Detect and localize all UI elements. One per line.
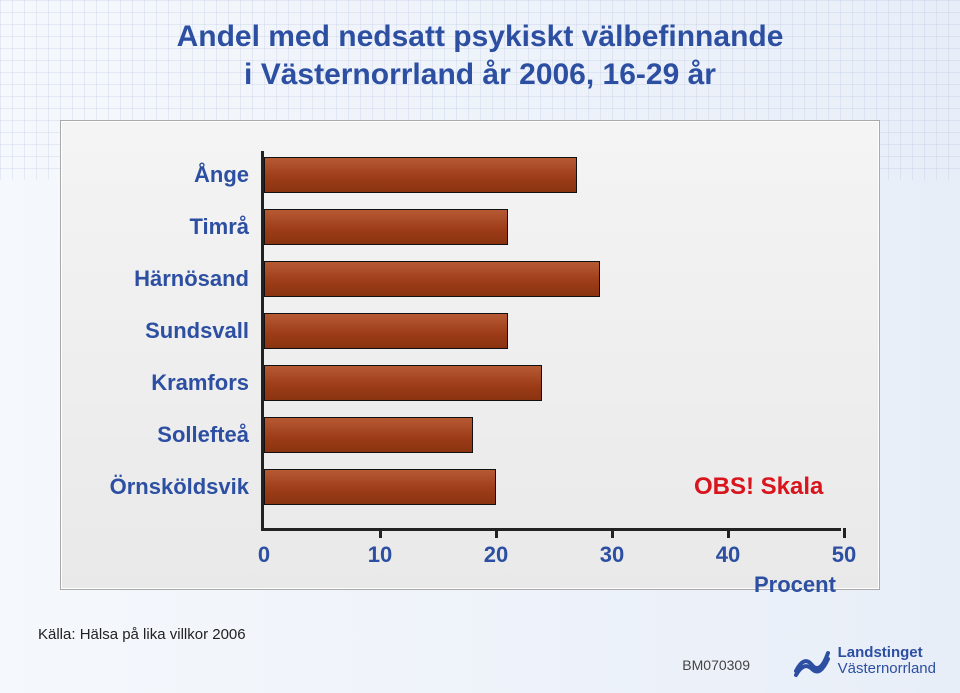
bar [264,261,600,297]
x-tick [727,528,730,538]
logo: Landstinget Västernorrland [794,643,936,679]
chart-plot-area: ÅngeTimråHärnösandSundsvallKramforsSolle… [261,151,841,531]
logo-line-2: Västernorrland [838,661,936,677]
x-tick-label: 30 [600,542,624,568]
x-tick [611,528,614,538]
x-axis-label: Procent [754,572,836,598]
bar [264,209,508,245]
source-text: Källa: Hälsa på lika villkor 2006 [38,626,246,643]
bar [264,417,473,453]
bar [264,313,508,349]
x-tick [843,528,846,538]
logo-icon [794,643,830,679]
x-tick-label: 50 [832,542,856,568]
x-tick-label: 0 [258,542,270,568]
category-label: Sundsvall [64,313,249,349]
bar [264,469,496,505]
bar [264,365,542,401]
scale-annotation: OBS! Skala [694,473,823,501]
category-label: Timrå [64,209,249,245]
page-title: Andel med nedsatt psykiskt välbefinnande… [0,18,960,93]
x-tick-label: 20 [484,542,508,568]
x-tick-label: 40 [716,542,740,568]
footer-code: BM070309 [682,657,750,673]
category-label: Sollefteå [64,417,249,453]
logo-text: Landstinget Västernorrland [838,645,936,677]
title-line-2: i Västernorrland år 2006, 16-29 år [244,58,716,91]
x-tick [495,528,498,538]
category-label: Örnsköldsvik [64,469,249,505]
chart-panel: Ånge Timrå Härnösand Sundsvall Kramfors Solle… [60,120,880,590]
logo-line-1: Landstinget [838,645,936,661]
title-line-1: Andel med nedsatt psykiskt välbefinnande [177,20,784,53]
x-tick-label: 10 [368,542,392,568]
bar [264,157,577,193]
category-label: Kramfors [64,365,249,401]
category-label: Ånge [64,157,249,193]
x-tick [379,528,382,538]
category-label: Härnösand [64,261,249,297]
